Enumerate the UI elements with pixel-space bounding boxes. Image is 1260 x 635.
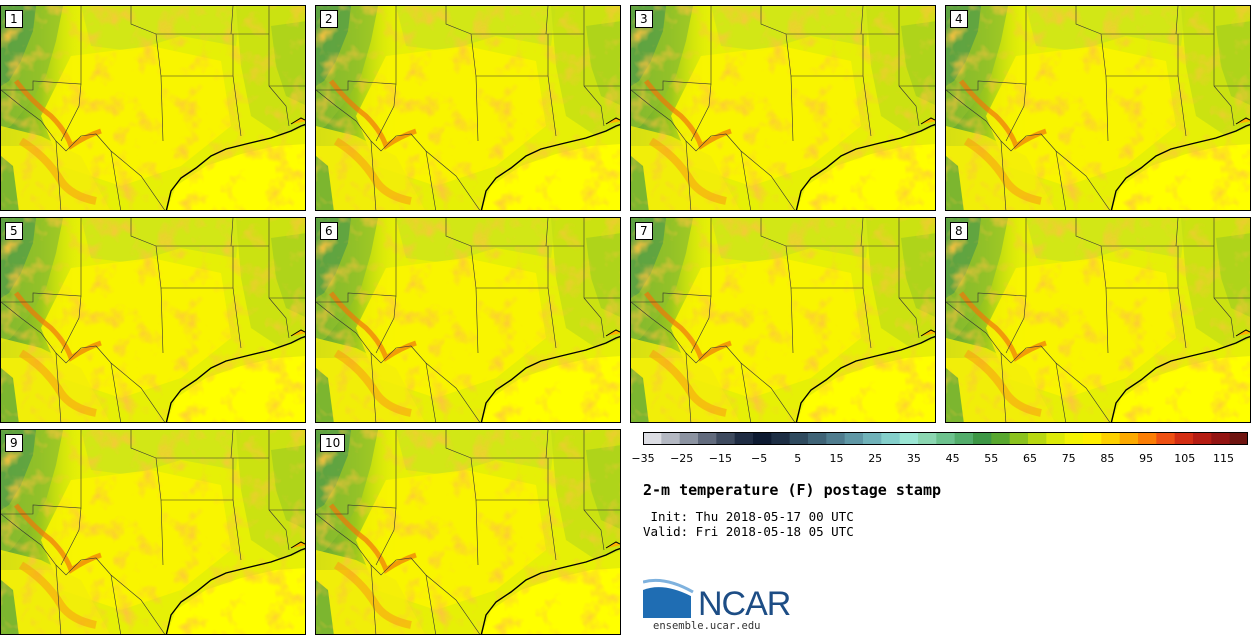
- colorbar-tick-label: −15: [708, 452, 732, 465]
- member-label: 1: [5, 10, 23, 28]
- colorbar-swatch: [1101, 432, 1121, 445]
- member-2-map-panel: 2: [315, 5, 621, 211]
- member-label: 4: [950, 10, 968, 28]
- member-3-map-panel: 3: [630, 5, 936, 211]
- colorbar-tick-label: 75: [1061, 452, 1076, 465]
- member-10-map-panel: 10: [315, 429, 621, 635]
- temperature-map: [631, 6, 936, 211]
- colorbar-tick-label: 5: [794, 452, 802, 465]
- colorbar-tick-label: 105: [1174, 452, 1196, 465]
- colorbar-swatch: [1174, 432, 1194, 445]
- colorbar-tick-label: 25: [868, 452, 883, 465]
- colorbar-swatch: [1211, 432, 1231, 445]
- temperature-map: [1, 6, 306, 211]
- temperature-map: [316, 430, 621, 635]
- colorbar-tick-label: −25: [670, 452, 694, 465]
- colorbar-swatch: [863, 432, 882, 445]
- member-7-map-panel: 7: [630, 217, 936, 423]
- colorbar-swatch: [826, 432, 846, 445]
- colorbar-swatch: [991, 432, 1011, 445]
- colorbar-swatch: [716, 432, 736, 445]
- colorbar-tick-label: 95: [1139, 452, 1154, 465]
- colorbar-swatch: [698, 432, 717, 445]
- valid-time-text: Valid: Fri 2018-05-18 05 UTC: [643, 524, 854, 539]
- colorbar-outline: [643, 432, 1248, 445]
- member-label: 7: [635, 222, 653, 240]
- colorbar-swatch: [918, 432, 937, 445]
- temperature-map: [631, 218, 936, 423]
- temperature-map: [946, 6, 1251, 211]
- colorbar-swatch: [679, 432, 699, 445]
- ncar-logo-text: NCAR: [698, 585, 791, 623]
- colorbar-swatch: [771, 432, 791, 445]
- colorbar-swatch: [1119, 432, 1139, 445]
- colorbar-swatch: [734, 432, 754, 445]
- member-1-map-panel: 1: [0, 5, 306, 211]
- member-label: 8: [950, 222, 968, 240]
- colorbar-tick-label: 45: [945, 452, 960, 465]
- colorbar-tick-label: −5: [750, 452, 768, 465]
- colorbar-tick-label: 85: [1100, 452, 1115, 465]
- member-label: 6: [320, 222, 338, 240]
- colorbar-tick-labels: −35 −25 −15 −5 5 15 25 35 45 55 65 75 85 95 105 115: [631, 452, 1253, 468]
- colorbar-swatch: [1156, 432, 1176, 445]
- colorbar-swatch: [881, 432, 901, 445]
- colorbar-swatch: [954, 432, 974, 445]
- colorbar-swatch: [753, 432, 772, 445]
- member-label: 3: [635, 10, 653, 28]
- member-9-map-panel: 9: [0, 429, 306, 635]
- member-label: 9: [5, 434, 23, 452]
- colorbar-swatch: [1083, 432, 1102, 445]
- colorbar-swatch: [1138, 432, 1157, 445]
- colorbar-swatch: [1193, 432, 1212, 445]
- colorbar-swatch: [643, 432, 662, 445]
- colorbar-tick-label: 115: [1213, 452, 1234, 465]
- temperature-colorbar: [643, 432, 1248, 445]
- colorbar-tick-label: 55: [984, 452, 999, 465]
- temperature-map: [316, 6, 621, 211]
- colorbar-tick-label: 15: [829, 452, 844, 465]
- ncar-logo-swoosh-icon: [643, 578, 694, 618]
- member-5-map-panel: 5: [0, 217, 306, 423]
- plot-title: 2-m temperature (F) postage stamp: [643, 481, 942, 499]
- colorbar-swatch: [1009, 432, 1029, 445]
- member-6-map-panel: 6: [315, 217, 621, 423]
- member-label: 2: [320, 10, 338, 28]
- member-8-map-panel: 8: [945, 217, 1251, 423]
- member-label: 5: [5, 222, 23, 240]
- colorbar-swatch: [1028, 432, 1047, 445]
- member-label: 10: [320, 434, 346, 452]
- colorbar-tick-label: 65: [1023, 452, 1037, 465]
- colorbar-swatch: [973, 432, 992, 445]
- colorbar-swatch: [844, 432, 864, 445]
- colorbar-tick-label: 35: [906, 452, 921, 465]
- colorbar-swatch: [1064, 432, 1084, 445]
- colorbar-swatch: [661, 432, 681, 445]
- temperature-map: [1, 430, 306, 635]
- colorbar-swatch: [1046, 432, 1066, 445]
- colorbar-swatch: [936, 432, 956, 445]
- temperature-map: [946, 218, 1251, 423]
- init-time-text: Init: Thu 2018-05-17 00 UTC: [643, 509, 854, 524]
- colorbar-swatch: [899, 432, 919, 445]
- member-4-map-panel: 4: [945, 5, 1251, 211]
- website-link[interactable]: ensemble.ucar.edu: [653, 620, 761, 632]
- temperature-map: [316, 218, 621, 423]
- colorbar-swatch: [808, 432, 827, 445]
- colorbar-swatch: [1229, 432, 1248, 445]
- colorbar-tick-label: −35: [631, 452, 655, 465]
- colorbar-swatch: [789, 432, 809, 445]
- temperature-map: [1, 218, 306, 423]
